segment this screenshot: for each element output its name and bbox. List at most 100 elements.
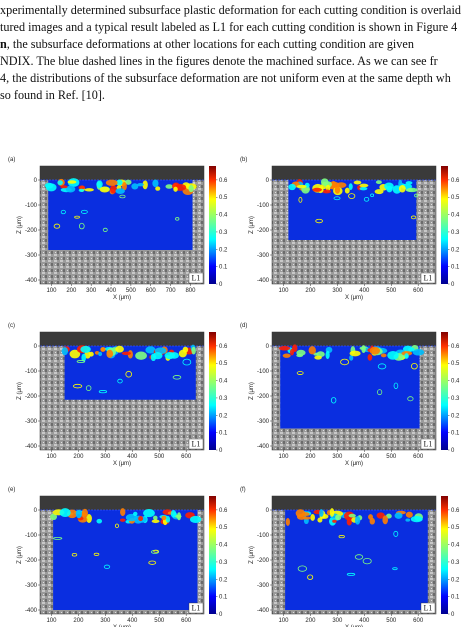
- y-tick-label: -300: [257, 419, 270, 425]
- deformation-blob: [382, 515, 389, 525]
- x-axis-label: X (μm): [345, 295, 363, 301]
- tag: L1: [192, 604, 201, 613]
- deformation-spot: [393, 530, 399, 537]
- deformation-blob: [380, 353, 387, 358]
- x-tick-label: 600: [413, 454, 424, 460]
- colorbar-tick-label: 0.5: [451, 195, 460, 201]
- deformation-spot: [182, 358, 192, 366]
- deformation-blob: [115, 345, 124, 353]
- colorbar: [441, 332, 448, 450]
- deformation-blob: [405, 511, 413, 518]
- colorbar-tick-label: 0.1: [451, 595, 460, 601]
- deformation-blob: [165, 515, 171, 523]
- deformation-spot: [80, 209, 88, 214]
- colorbar-tick-label: 0: [451, 282, 455, 288]
- deformation-blob: [105, 179, 118, 186]
- deformation-spot: [297, 565, 307, 572]
- panel: (c) 0 -100 -200 -300 -400 Z (μm) 100 200 300 400 50…: [8, 323, 228, 467]
- deformation-map: [285, 510, 428, 610]
- deformation-blob: [80, 345, 91, 353]
- deformation-blob: [81, 353, 87, 362]
- deformation-blob: [348, 513, 356, 518]
- deformation-blob: [100, 347, 106, 352]
- x-axis-label: X (μm): [345, 461, 363, 467]
- deformation-blob: [312, 187, 322, 192]
- deformation-blob: [60, 185, 68, 189]
- deformation-blob: [398, 185, 406, 193]
- deformation-blob: [369, 346, 381, 355]
- colorbar-tick-label: 0.5: [219, 195, 228, 201]
- y-tick-label: -100: [257, 203, 270, 209]
- x-tick-label: 400: [127, 618, 138, 624]
- text-line: n, the subsurface deformations at other …: [0, 36, 474, 53]
- x-axis-label: X (μm): [113, 461, 131, 467]
- deformation-blob: [289, 348, 295, 356]
- tag-box: [188, 438, 204, 450]
- deformation-blob: [349, 355, 354, 361]
- deformation-blob: [376, 512, 385, 519]
- colorbar-tick-label: 0.1: [219, 595, 228, 601]
- deformation-blob: [61, 347, 69, 356]
- deformation-blob: [367, 354, 373, 361]
- deformation-spot: [296, 371, 304, 375]
- y-tick-label: -100: [257, 533, 270, 539]
- deformation-blob: [106, 349, 114, 358]
- deformation-blob: [137, 182, 144, 187]
- colorbar-tick-label: 0.4: [451, 379, 460, 385]
- x-tick-label: 600: [413, 288, 424, 294]
- deformation-spot: [53, 536, 63, 540]
- deformation-blob: [329, 508, 335, 517]
- x-tick-label: 600: [413, 618, 424, 624]
- deformation-spot: [340, 358, 350, 366]
- plot-frame: [39, 495, 205, 615]
- deformation-blob: [346, 518, 352, 526]
- panel-label: (e): [8, 487, 15, 493]
- deformation-spot: [315, 218, 323, 224]
- deformation-blob: [302, 516, 312, 520]
- deformation-spot: [102, 227, 108, 232]
- x-tick-label: 100: [46, 454, 57, 460]
- x-tick-label: 400: [359, 454, 370, 460]
- deformation-blob: [359, 186, 368, 191]
- deformation-blob: [285, 518, 290, 526]
- tag: L1: [424, 604, 433, 613]
- x-tick-label: 200: [305, 618, 316, 624]
- colorbar-tick-label: 0.1: [451, 431, 460, 437]
- deformation-blob: [189, 515, 202, 524]
- deformation-blob: [334, 186, 341, 194]
- plot-frame: [39, 165, 205, 285]
- x-tick-label: 300: [332, 288, 343, 294]
- deformation-blob: [182, 346, 189, 353]
- x-tick-label: 400: [106, 288, 117, 294]
- tool-band: [40, 166, 204, 180]
- deformation-blob: [174, 514, 182, 518]
- deformation-blob: [50, 513, 58, 521]
- colorbar: [441, 496, 448, 614]
- text-line: tured images and a typical result labele…: [0, 20, 458, 34]
- colorbar-tick-label: 0.1: [219, 431, 228, 437]
- deformation-blob: [142, 180, 148, 190]
- colorbar-tick-label: 0: [451, 448, 455, 454]
- x-tick-label: 100: [278, 454, 289, 460]
- y-tick-label: -200: [25, 394, 38, 400]
- y-tick-label: -300: [25, 253, 38, 259]
- deformation-blob: [88, 351, 94, 357]
- panel-label: (d): [240, 323, 247, 329]
- y-tick-label: -300: [25, 419, 38, 425]
- deformation-spot: [370, 193, 375, 198]
- deformation-blob: [120, 508, 126, 517]
- deformation-blob: [109, 185, 117, 194]
- deformation-spot: [60, 209, 66, 215]
- deformation-spot: [74, 215, 80, 219]
- deformation-blob: [308, 346, 316, 355]
- deformation-blob: [59, 508, 71, 517]
- deformation-spot: [78, 222, 85, 230]
- text-line: 4, the distributions of the subsurface d…: [0, 71, 451, 85]
- tag: L1: [424, 440, 433, 449]
- deformation-spot: [117, 378, 123, 384]
- y-axis-label: Z (μm): [17, 216, 23, 234]
- y-tick-label: -300: [257, 583, 270, 589]
- deformation-spot: [172, 375, 182, 380]
- deformation-blob: [359, 183, 369, 188]
- deformation-spot: [330, 397, 337, 404]
